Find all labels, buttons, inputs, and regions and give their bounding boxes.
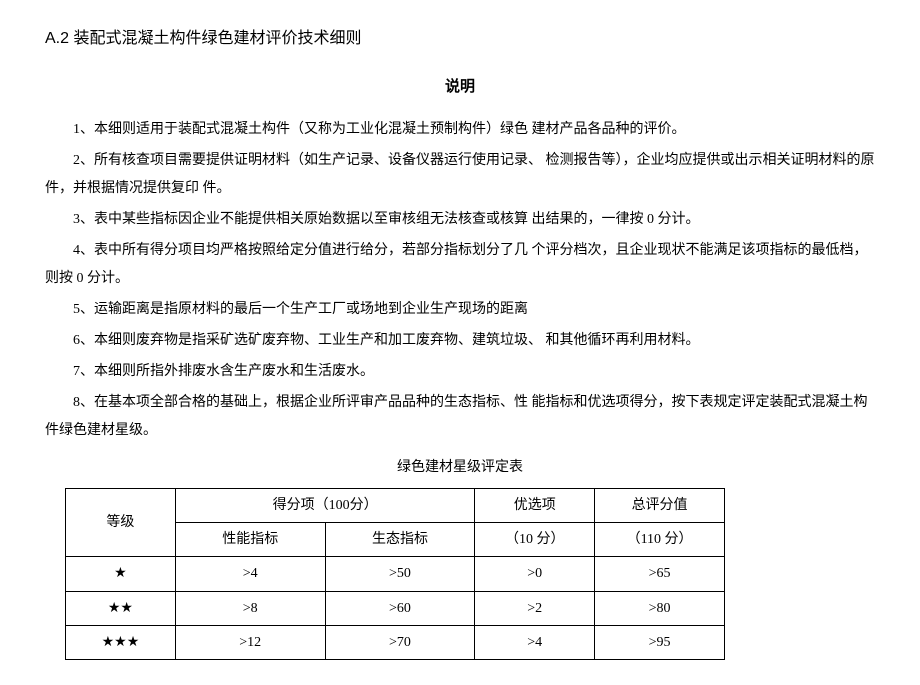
rating-table: 等级 得分项（100分） 优选项 总评分值 性能指标 生态指标 （10 分） （… bbox=[65, 488, 725, 660]
header-pref-sub: （10 分） bbox=[475, 523, 595, 557]
cell-level: ★★★ bbox=[66, 625, 176, 659]
table-title: 绿色建材星级评定表 bbox=[45, 455, 875, 480]
cell-perf: >8 bbox=[175, 591, 325, 625]
header-eco: 生态指标 bbox=[325, 523, 475, 557]
table-row: ★★★ >12 >70 >4 >95 bbox=[66, 625, 725, 659]
cell-pref: >2 bbox=[475, 591, 595, 625]
table-row: ★★ >8 >60 >2 >80 bbox=[66, 591, 725, 625]
header-level: 等级 bbox=[66, 488, 176, 556]
cell-total: >80 bbox=[595, 591, 725, 625]
paragraph-3: 3、表中某些指标因企业不能提供相关原始数据以至审核组无法核查或核算 出结果的，一… bbox=[45, 206, 875, 234]
cell-total: >65 bbox=[595, 557, 725, 591]
cell-level: ★★ bbox=[66, 591, 176, 625]
paragraph-5: 5、运输距离是指原材料的最后一个生产工厂或场地到企业生产现场的距离 bbox=[45, 296, 875, 324]
paragraph-2: 2、所有核查项目需要提供证明材料（如生产记录、设备仪器运行使用记录、 检测报告等… bbox=[45, 147, 875, 203]
subtitle: 说明 bbox=[45, 74, 875, 101]
paragraph-6: 6、本细则废弃物是指采矿选矿废弃物、工业生产和加工废弃物、建筑垃圾、 和其他循环… bbox=[45, 327, 875, 355]
paragraph-7: 7、本细则所指外排废水含生产废水和生活废水。 bbox=[45, 358, 875, 386]
header-pref: 优选项 bbox=[475, 488, 595, 522]
header-score-group: 得分项（100分） bbox=[175, 488, 474, 522]
header-total-sub: （110 分） bbox=[595, 523, 725, 557]
header-total: 总评分值 bbox=[595, 488, 725, 522]
cell-pref: >0 bbox=[475, 557, 595, 591]
cell-eco: >50 bbox=[325, 557, 475, 591]
paragraph-8: 8、在基本项全部合格的基础上，根据企业所评审产品品种的生态指标、性 能指标和优选… bbox=[45, 389, 875, 445]
paragraph-4: 4、表中所有得分项目均严格按照给定分值进行给分，若部分指标划分了几 个评分档次，… bbox=[45, 237, 875, 293]
section-title: A.2 装配式混凝土构件绿色建材评价技术细则 bbox=[45, 25, 875, 54]
table-row: ★ >4 >50 >0 >65 bbox=[66, 557, 725, 591]
cell-level: ★ bbox=[66, 557, 176, 591]
header-perf: 性能指标 bbox=[175, 523, 325, 557]
paragraph-1: 1、本细则适用于装配式混凝土构件（又称为工业化混凝土预制构件）绿色 建材产品各品… bbox=[45, 116, 875, 144]
cell-perf: >12 bbox=[175, 625, 325, 659]
cell-pref: >4 bbox=[475, 625, 595, 659]
cell-perf: >4 bbox=[175, 557, 325, 591]
cell-eco: >60 bbox=[325, 591, 475, 625]
cell-total: >95 bbox=[595, 625, 725, 659]
cell-eco: >70 bbox=[325, 625, 475, 659]
